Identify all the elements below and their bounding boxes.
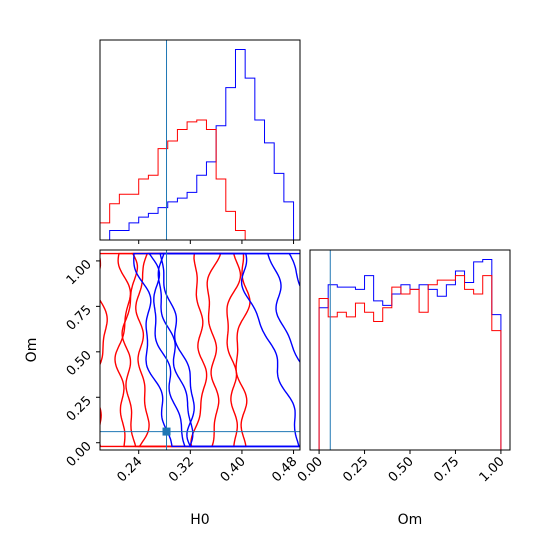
contour-level-0-3	[100, 252, 251, 448]
hist-series-0	[318, 259, 502, 450]
hist-series-1	[318, 275, 502, 450]
h0-tick-label: 0.32	[166, 454, 197, 485]
om-tick-label: 0.50	[64, 348, 95, 379]
hist-series-1	[100, 119, 294, 240]
tick-label: 1.00	[477, 454, 508, 485]
h0-tick-label: 0.24	[114, 454, 145, 485]
h0-marginal-frame	[99, 39, 301, 241]
contour-level-0-1	[121, 252, 222, 448]
tick-label: 0.00	[295, 454, 326, 485]
tick-label: 0.75	[431, 454, 462, 485]
om-tick-label: 0.25	[64, 393, 95, 424]
h0-axis-label: H0	[190, 512, 209, 528]
om-tick-label: 1.00	[64, 257, 95, 288]
om-xaxis-label: Om	[398, 512, 423, 528]
tick-label: 0.25	[340, 454, 371, 485]
h0-marginal-panel	[99, 39, 301, 244]
tick-label: 0.50	[386, 454, 417, 485]
joint-frame	[99, 249, 301, 451]
om-tick-label: 0.00	[64, 439, 95, 470]
om-marginal-panel: 0.00 0.25 0.50 0.75 1.00 Om	[295, 249, 511, 528]
hist-series-0	[100, 49, 295, 240]
om-marginal-frame	[309, 249, 511, 451]
truth-marker	[162, 427, 171, 436]
om-axis-label: Om	[24, 338, 40, 363]
contour-level-1-3	[133, 252, 300, 448]
om-tick-label: 0.75	[64, 303, 95, 334]
joint-contour-panel: 0.24 0.32 0.40 0.480.000.250.500.751.00 H0 …	[24, 249, 301, 528]
h0-tick-label: 0.40	[218, 454, 249, 485]
h0-tick-label: 0.48	[269, 454, 300, 485]
